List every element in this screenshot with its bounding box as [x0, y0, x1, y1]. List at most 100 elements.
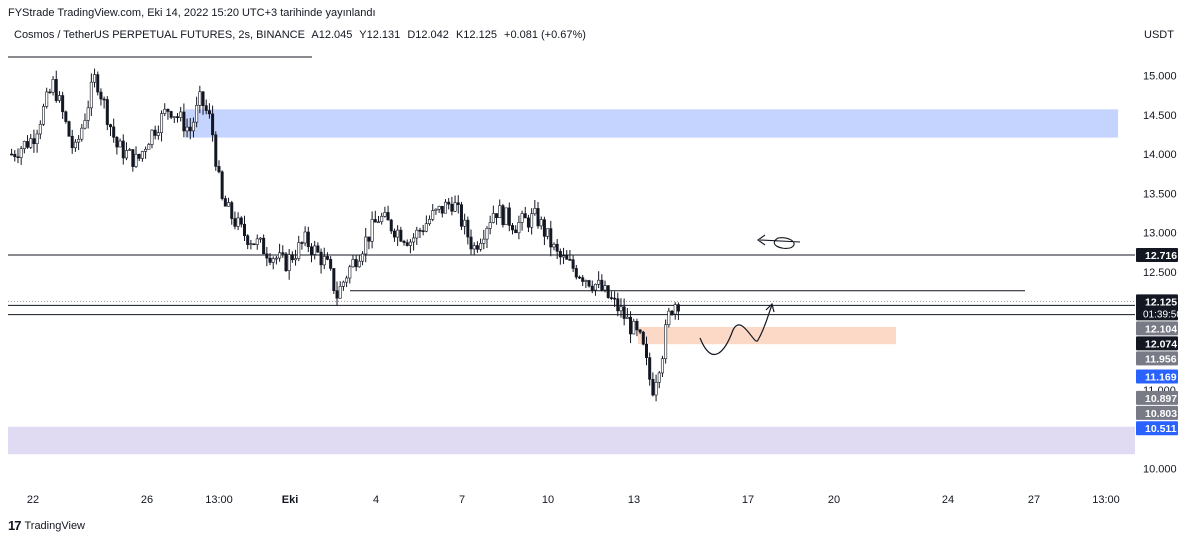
x-tick-label: 22 — [27, 494, 39, 506]
candle-body — [616, 298, 620, 312]
candle-body — [137, 153, 141, 159]
candle-body — [207, 110, 211, 115]
open-value: A12.045 — [311, 29, 353, 41]
price-badge-label: 12.074 — [1145, 338, 1177, 350]
tradingview-logo-icon: 17 — [8, 518, 22, 533]
candle-body — [466, 219, 470, 238]
candle-body — [128, 149, 132, 151]
candle-body — [313, 245, 317, 255]
candle-body — [421, 230, 425, 233]
candle-body — [160, 113, 164, 133]
candle-body — [386, 212, 390, 221]
candle-body — [437, 205, 441, 210]
candle-body — [507, 207, 511, 226]
candle-body — [463, 219, 467, 227]
candle-body — [147, 144, 151, 150]
footer-brand[interactable]: 17 TradingView — [8, 518, 85, 533]
candle-body — [364, 236, 368, 255]
candle-body — [77, 138, 81, 143]
candle-body — [140, 151, 144, 159]
candle-body — [568, 259, 572, 261]
candle-body — [571, 259, 575, 269]
candle-body — [424, 223, 428, 232]
price-badge-label: 11.956 — [1145, 353, 1177, 365]
candle-body — [198, 91, 202, 106]
candle-body — [294, 258, 298, 261]
candle-body — [80, 127, 84, 140]
candle-body — [453, 202, 457, 212]
candle-body — [376, 221, 380, 224]
candle-body — [182, 111, 186, 132]
candle-body — [546, 228, 550, 237]
candle-body — [533, 208, 537, 215]
candle-body — [329, 259, 333, 269]
candle-body — [96, 74, 100, 93]
candle-body — [26, 141, 30, 148]
candle-body — [246, 235, 250, 245]
candle-body — [172, 116, 176, 118]
candle-body — [67, 121, 71, 137]
candle-body — [220, 171, 224, 199]
price-badge — [1136, 421, 1178, 436]
candle-body — [284, 253, 288, 271]
price-badge — [1136, 390, 1178, 405]
candle-body — [290, 254, 294, 261]
candle-body — [549, 228, 553, 248]
candle-body — [670, 310, 674, 315]
candle-body — [654, 382, 658, 396]
x-tick-label: 26 — [141, 494, 153, 506]
candle-body — [629, 316, 633, 335]
x-tick-label: 10 — [542, 494, 554, 506]
candle-body — [41, 106, 45, 125]
candle-body — [539, 219, 543, 227]
candle-body — [380, 215, 384, 223]
candle-body — [306, 231, 310, 248]
candle-body — [504, 207, 508, 226]
candle-body — [479, 243, 483, 250]
candle-body — [428, 219, 432, 224]
candle-body — [498, 205, 502, 218]
candle-body — [252, 243, 256, 246]
candle-body — [609, 297, 613, 299]
candle-body — [230, 202, 234, 219]
candle-body — [10, 153, 14, 156]
candle-body — [667, 310, 671, 326]
candle-body — [271, 258, 275, 263]
candle-body — [303, 231, 307, 244]
candle-body — [389, 219, 393, 232]
candle-body — [399, 229, 403, 242]
candle-body — [121, 140, 125, 159]
y-tick-label: 13.000 — [1143, 228, 1177, 240]
price-badge — [1136, 247, 1178, 262]
x-tick-label: Eki — [282, 494, 299, 506]
candle-body — [456, 202, 460, 205]
candle-body — [319, 251, 323, 266]
price-badge-label: 11.169 — [1145, 372, 1177, 384]
symbol-name[interactable]: Cosmos / TetherUS PERPETUAL FUTURES, 2s,… — [14, 29, 305, 41]
candle-body — [316, 245, 320, 253]
candle-body — [51, 79, 55, 93]
candle-body — [536, 208, 540, 227]
candle-body — [102, 98, 106, 101]
candle-body — [278, 252, 282, 259]
price-badge — [1136, 351, 1178, 366]
candle-body — [265, 253, 269, 259]
candle-body — [258, 237, 262, 240]
candle-body — [236, 217, 240, 227]
candle-body — [179, 111, 183, 118]
candle-body — [115, 136, 119, 148]
candle-body — [412, 237, 416, 243]
x-tick-label: 7 — [459, 494, 465, 506]
candle-body — [204, 105, 208, 111]
candle-body — [214, 134, 218, 167]
candle-body — [641, 331, 645, 345]
x-tick-label: 27 — [1028, 494, 1040, 506]
price-badge-label: 12.125 — [1145, 296, 1177, 308]
candle-body — [584, 280, 588, 282]
symbol-legend: Cosmos / TetherUS PERPETUAL FUTURES, 2s,… — [14, 29, 590, 41]
candle-body — [523, 213, 527, 219]
candle-body — [558, 251, 562, 258]
candle-body — [635, 321, 639, 331]
candle-body — [434, 208, 438, 211]
